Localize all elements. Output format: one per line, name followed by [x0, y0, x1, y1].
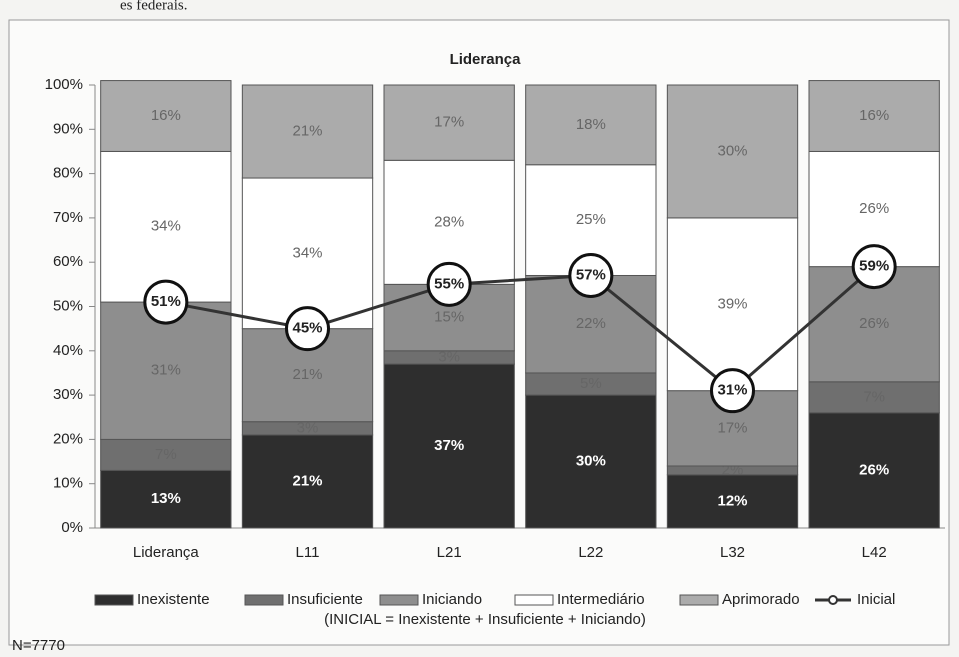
- data-label: 3%: [438, 348, 460, 365]
- y-tick-label: 30%: [53, 386, 83, 403]
- data-label: 55%: [434, 275, 464, 292]
- data-label: 57%: [576, 266, 606, 283]
- data-label: 21%: [292, 122, 322, 139]
- y-tick-label: 80%: [53, 165, 83, 182]
- bar-segment: [383, 84, 515, 161]
- x-tick-label: L11: [296, 544, 320, 561]
- bar-segment: [808, 412, 940, 529]
- line-marker: [143, 279, 189, 325]
- data-label: 5%: [580, 375, 602, 392]
- data-label: 26%: [859, 461, 889, 478]
- y-tick-label: 40%: [53, 342, 83, 359]
- data-label: 22%: [576, 315, 606, 332]
- bar-segment: [100, 469, 232, 529]
- data-label: 34%: [292, 244, 322, 261]
- y-tick-label: 70%: [53, 209, 83, 226]
- data-label: 7%: [863, 388, 885, 405]
- data-label: 30%: [717, 142, 747, 159]
- bar-segment: [241, 84, 374, 179]
- data-label: 31%: [151, 362, 181, 379]
- x-tick-label: L42: [862, 544, 887, 561]
- y-tick-label: 50%: [53, 297, 83, 314]
- data-label: 34%: [151, 218, 181, 235]
- x-tick-label: L32: [720, 544, 745, 561]
- bar-segment: [383, 363, 515, 529]
- data-label: 3%: [297, 419, 319, 436]
- data-label: 30%: [576, 453, 606, 470]
- data-label: 18%: [576, 116, 606, 133]
- legend-swatch: [379, 594, 419, 606]
- line-marker: [426, 261, 472, 307]
- data-label: 15%: [434, 309, 464, 326]
- legend-swatch: [94, 594, 134, 606]
- bar-segment: [525, 394, 657, 529]
- legend-swatch: [679, 594, 719, 606]
- legend-note: (INICIAL = Inexistente + Insuficiente + …: [324, 611, 646, 628]
- line-marker: [285, 306, 330, 352]
- data-label: 51%: [151, 293, 181, 310]
- data-label: 28%: [434, 213, 464, 230]
- y-tick-label: 0%: [61, 519, 83, 536]
- bar-segment: [666, 217, 799, 392]
- bar-segment: [100, 438, 232, 471]
- data-label: 13%: [151, 490, 181, 507]
- line-marker: [710, 368, 755, 414]
- data-label: 21%: [292, 472, 322, 489]
- data-label: 37%: [434, 437, 464, 454]
- data-label: 17%: [434, 114, 464, 131]
- data-label: 26%: [859, 200, 889, 217]
- legend-swatch: [514, 594, 554, 606]
- bar-segment: [666, 474, 799, 529]
- bar-segment: [100, 150, 232, 303]
- data-label: 17%: [717, 419, 747, 436]
- y-tick-label: 90%: [53, 120, 83, 137]
- legend-label: Intermediário: [557, 591, 645, 608]
- page-text: es federais.: [120, 0, 187, 13]
- bar-segment: [808, 80, 940, 152]
- chart-title: Liderança: [450, 51, 522, 68]
- y-tick-label: 10%: [53, 475, 83, 492]
- legend-swatch: [244, 594, 284, 606]
- bar-segment: [100, 80, 232, 152]
- line: [165, 265, 876, 393]
- legend-label: Inexistente: [137, 591, 210, 608]
- data-label: 31%: [717, 382, 747, 399]
- data-label: 7%: [155, 446, 177, 463]
- data-label: 26%: [859, 315, 889, 332]
- legend-label: Aprimorado: [722, 591, 800, 608]
- data-label: 16%: [859, 107, 889, 124]
- bar-segment: [525, 84, 657, 166]
- data-label: 21%: [292, 366, 322, 383]
- x-tick-label: Liderança: [133, 544, 200, 561]
- legend-label: Iniciando: [422, 591, 482, 608]
- bar-segment: [241, 434, 374, 529]
- data-label: 45%: [292, 320, 322, 337]
- bar-segment: [241, 177, 374, 330]
- data-label: 39%: [717, 295, 747, 312]
- data-label: 12%: [717, 492, 747, 509]
- data-label: 59%: [859, 258, 889, 275]
- bar-segment: [808, 381, 940, 414]
- legend-label: Inicial: [857, 591, 895, 608]
- y-tick-label: 100%: [45, 76, 83, 93]
- x-tick-label: L22: [578, 544, 603, 561]
- legend-label: Insuficiente: [287, 591, 363, 608]
- line-marker: [851, 244, 897, 290]
- x-tick-label: L21: [437, 544, 462, 561]
- data-label: 16%: [151, 107, 181, 124]
- legend-swatch: [828, 595, 838, 605]
- line-marker: [568, 252, 614, 298]
- y-tick-label: 60%: [53, 253, 83, 270]
- y-tick-label: 20%: [53, 430, 83, 447]
- bar-segment: [666, 84, 799, 219]
- data-label: 25%: [576, 211, 606, 228]
- bar-segment: [100, 301, 232, 440]
- footnote: N=7770: [12, 637, 65, 654]
